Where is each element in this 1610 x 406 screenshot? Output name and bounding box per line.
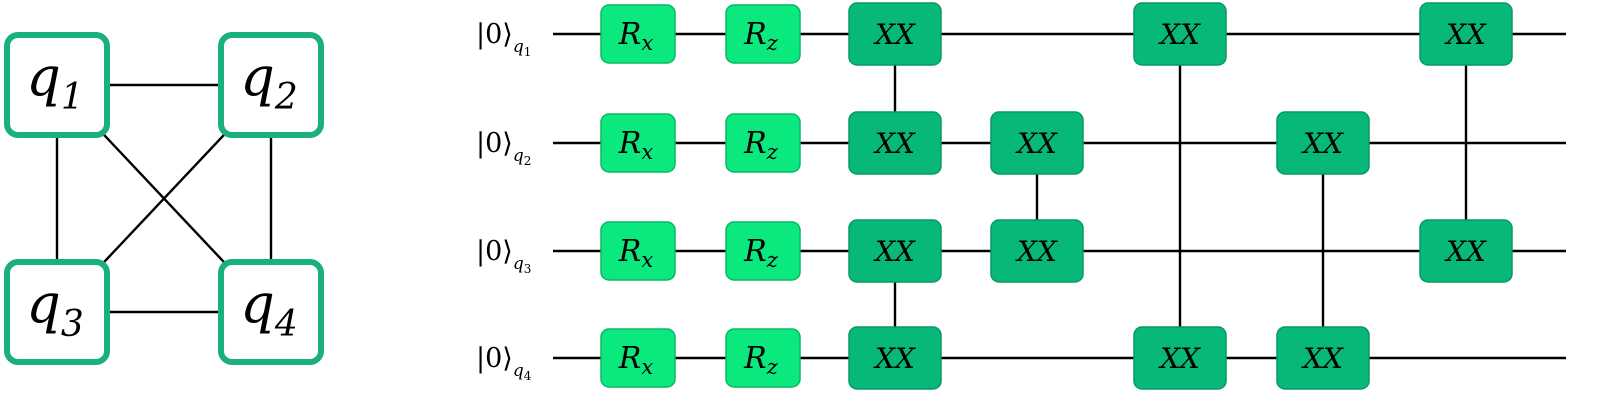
rx-gate: Rx: [600, 4, 676, 64]
xx-gate: XX: [848, 219, 942, 283]
qubit-label: |0⟩q3: [476, 236, 531, 276]
xx-gate: XX: [1276, 111, 1370, 175]
gate-box: [725, 221, 801, 281]
gate-box: [1419, 219, 1513, 283]
xx-gate: XX: [990, 111, 1084, 175]
node-label: q4: [240, 272, 297, 345]
xx-gate: XX: [848, 111, 942, 175]
gate-box: [600, 328, 676, 388]
xx-gate: XX: [1419, 219, 1513, 283]
xx-gate: XX: [848, 326, 942, 390]
node-box: [4, 32, 110, 138]
connectivity-graph: q1 q2 q3 q4: [4, 32, 324, 365]
rx-gate: Rx: [600, 221, 676, 281]
xx-gate: XX: [990, 219, 1084, 283]
gate-box: [990, 111, 1084, 175]
graph-node-q1: q1: [4, 32, 110, 138]
gate-label: XX: [873, 127, 916, 160]
xx-gate: XX: [1133, 2, 1227, 66]
gate-box: [1133, 2, 1227, 66]
gate-label: XX: [873, 342, 916, 375]
gate-box: [600, 4, 676, 64]
gate-box: [1419, 2, 1513, 66]
gate-label: Rz: [743, 234, 779, 272]
gate-label: XX: [1444, 18, 1487, 51]
quantum-circuit: |0⟩q1 |0⟩q2 |0⟩q3 |0⟩q4 Rx Rz Rx Rz Rx Rz Rx Rz XX XX…: [476, 2, 1566, 390]
node-box: [218, 32, 324, 138]
gate-label: XX: [873, 235, 916, 268]
qubit-label: |0⟩q1: [476, 19, 531, 59]
gate-label: XX: [873, 18, 916, 51]
node-label: q1: [26, 45, 83, 118]
gate-box: [1133, 326, 1227, 390]
gate-label: XX: [1158, 342, 1201, 375]
graph-node-q3: q3: [4, 259, 110, 365]
xx-gate: XX: [1133, 326, 1227, 390]
gate-label: Rx: [618, 126, 654, 164]
xx-gate: XX: [1419, 2, 1513, 66]
node-label: q2: [240, 45, 297, 118]
gate-box: [848, 219, 942, 283]
node-box: [218, 259, 324, 365]
gate-label: Rz: [743, 126, 779, 164]
gate-box: [600, 221, 676, 281]
rx-gate: Rx: [600, 113, 676, 173]
xx-gate: XX: [1276, 326, 1370, 390]
gate-box: [848, 111, 942, 175]
gate-box: [1276, 326, 1370, 390]
gate-box: [725, 113, 801, 173]
gate-box: [848, 2, 942, 66]
gate-box: [1276, 111, 1370, 175]
qubit-label: |0⟩q2: [476, 128, 531, 168]
gate-label: XX: [1015, 127, 1058, 160]
gate-label: Rz: [743, 17, 779, 55]
gate-box: [848, 326, 942, 390]
gate-label: Rx: [618, 234, 654, 272]
rz-gate: Rz: [725, 328, 801, 388]
graph-node-q2: q2: [218, 32, 324, 138]
gate-box: [600, 113, 676, 173]
gate-label: Rx: [618, 341, 654, 379]
gate-label: XX: [1015, 235, 1058, 268]
graph-node-q4: q4: [218, 259, 324, 365]
gate-label: XX: [1301, 342, 1344, 375]
gate-label: XX: [1301, 127, 1344, 160]
xx-gate: XX: [848, 2, 942, 66]
gate-label: Rz: [743, 341, 779, 379]
gate-box: [725, 328, 801, 388]
rz-gate: Rz: [725, 4, 801, 64]
gate-box: [990, 219, 1084, 283]
qubit-label: |0⟩q4: [476, 343, 532, 383]
gate-label: XX: [1158, 18, 1201, 51]
rx-gate: Rx: [600, 328, 676, 388]
node-box: [4, 259, 110, 365]
gate-label: XX: [1444, 235, 1487, 268]
rz-gate: Rz: [725, 113, 801, 173]
gate-box: [725, 4, 801, 64]
rz-gate: Rz: [725, 221, 801, 281]
node-label: q3: [26, 272, 83, 345]
gate-label: Rx: [618, 17, 654, 55]
